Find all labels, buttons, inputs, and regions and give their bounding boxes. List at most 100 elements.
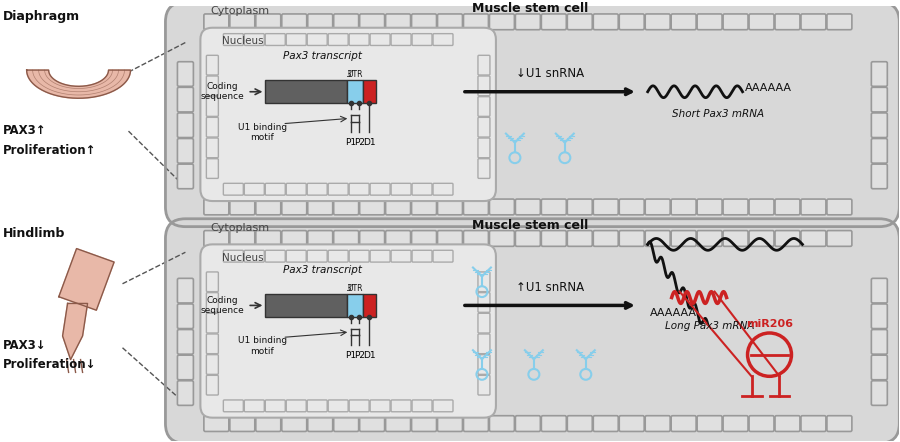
FancyBboxPatch shape (542, 231, 566, 246)
FancyBboxPatch shape (334, 199, 358, 215)
FancyBboxPatch shape (307, 34, 328, 46)
FancyBboxPatch shape (385, 199, 410, 215)
FancyBboxPatch shape (204, 14, 229, 30)
FancyBboxPatch shape (464, 199, 489, 215)
FancyBboxPatch shape (244, 400, 265, 412)
FancyBboxPatch shape (437, 416, 463, 431)
FancyBboxPatch shape (286, 250, 306, 262)
FancyBboxPatch shape (256, 231, 281, 246)
Text: D1: D1 (363, 351, 375, 360)
Bar (363, 80, 376, 103)
FancyBboxPatch shape (671, 231, 696, 246)
FancyBboxPatch shape (308, 14, 333, 30)
FancyBboxPatch shape (827, 231, 852, 246)
FancyBboxPatch shape (478, 375, 490, 395)
Text: Muscle stem cell: Muscle stem cell (472, 2, 588, 15)
Text: Pax3 transcript: Pax3 transcript (283, 51, 362, 61)
Text: Hindlimb: Hindlimb (3, 227, 65, 240)
FancyBboxPatch shape (464, 14, 489, 30)
FancyBboxPatch shape (334, 231, 358, 246)
FancyBboxPatch shape (871, 355, 887, 380)
Text: P1: P1 (346, 351, 356, 360)
FancyBboxPatch shape (307, 183, 328, 195)
FancyBboxPatch shape (334, 14, 358, 30)
FancyBboxPatch shape (360, 231, 384, 246)
Text: 3': 3' (347, 70, 355, 80)
FancyBboxPatch shape (411, 416, 436, 431)
FancyBboxPatch shape (645, 231, 670, 246)
FancyBboxPatch shape (619, 14, 644, 30)
Text: Proliferation↑: Proliferation↑ (3, 144, 96, 157)
FancyBboxPatch shape (671, 14, 696, 30)
Text: Proliferation↓: Proliferation↓ (3, 358, 96, 371)
Text: Long Pax3 mRNA: Long Pax3 mRNA (665, 321, 754, 331)
FancyBboxPatch shape (827, 199, 852, 215)
FancyBboxPatch shape (370, 183, 390, 195)
FancyBboxPatch shape (349, 400, 369, 412)
FancyBboxPatch shape (328, 400, 348, 412)
FancyBboxPatch shape (308, 231, 333, 246)
FancyBboxPatch shape (286, 400, 306, 412)
FancyBboxPatch shape (206, 117, 219, 137)
Text: P1: P1 (346, 137, 356, 147)
FancyBboxPatch shape (282, 231, 307, 246)
FancyBboxPatch shape (286, 183, 306, 195)
FancyBboxPatch shape (478, 354, 490, 374)
Text: P2: P2 (354, 137, 364, 147)
Polygon shape (58, 248, 114, 310)
FancyBboxPatch shape (567, 231, 592, 246)
FancyBboxPatch shape (412, 250, 432, 262)
FancyBboxPatch shape (749, 14, 774, 30)
FancyBboxPatch shape (266, 250, 285, 262)
FancyBboxPatch shape (645, 416, 670, 431)
FancyBboxPatch shape (282, 14, 307, 30)
Text: Muscle stem cell: Muscle stem cell (472, 219, 588, 232)
FancyBboxPatch shape (206, 97, 219, 116)
Text: Nucleus: Nucleus (222, 37, 264, 46)
FancyBboxPatch shape (411, 199, 436, 215)
FancyBboxPatch shape (775, 199, 800, 215)
FancyBboxPatch shape (645, 199, 670, 215)
FancyBboxPatch shape (478, 55, 490, 75)
FancyBboxPatch shape (223, 34, 243, 46)
FancyBboxPatch shape (223, 183, 243, 195)
FancyBboxPatch shape (871, 62, 887, 86)
FancyBboxPatch shape (542, 199, 566, 215)
FancyBboxPatch shape (801, 416, 826, 431)
FancyBboxPatch shape (392, 400, 411, 412)
FancyBboxPatch shape (177, 381, 194, 405)
FancyBboxPatch shape (516, 231, 540, 246)
FancyBboxPatch shape (334, 416, 358, 431)
FancyBboxPatch shape (437, 231, 463, 246)
Text: 3': 3' (347, 284, 355, 293)
FancyBboxPatch shape (412, 183, 432, 195)
FancyBboxPatch shape (801, 231, 826, 246)
FancyBboxPatch shape (201, 244, 496, 418)
FancyBboxPatch shape (433, 34, 453, 46)
Text: miR206: miR206 (746, 319, 793, 329)
FancyBboxPatch shape (256, 416, 281, 431)
FancyBboxPatch shape (593, 231, 618, 246)
FancyBboxPatch shape (392, 250, 411, 262)
Text: U1 binding
motif: U1 binding motif (238, 336, 287, 356)
FancyBboxPatch shape (349, 34, 369, 46)
FancyBboxPatch shape (478, 76, 490, 95)
FancyBboxPatch shape (230, 199, 255, 215)
FancyBboxPatch shape (349, 183, 369, 195)
FancyBboxPatch shape (392, 34, 411, 46)
FancyBboxPatch shape (490, 14, 515, 30)
FancyBboxPatch shape (206, 272, 219, 292)
FancyBboxPatch shape (619, 231, 644, 246)
Text: Cytoplasm: Cytoplasm (211, 6, 269, 16)
Text: P2: P2 (354, 351, 364, 360)
FancyBboxPatch shape (827, 14, 852, 30)
FancyBboxPatch shape (385, 14, 410, 30)
FancyBboxPatch shape (490, 199, 515, 215)
Bar (347, 294, 363, 317)
FancyBboxPatch shape (433, 250, 453, 262)
FancyBboxPatch shape (206, 334, 219, 354)
FancyBboxPatch shape (411, 231, 436, 246)
FancyBboxPatch shape (370, 400, 390, 412)
FancyBboxPatch shape (411, 14, 436, 30)
FancyBboxPatch shape (177, 278, 194, 303)
